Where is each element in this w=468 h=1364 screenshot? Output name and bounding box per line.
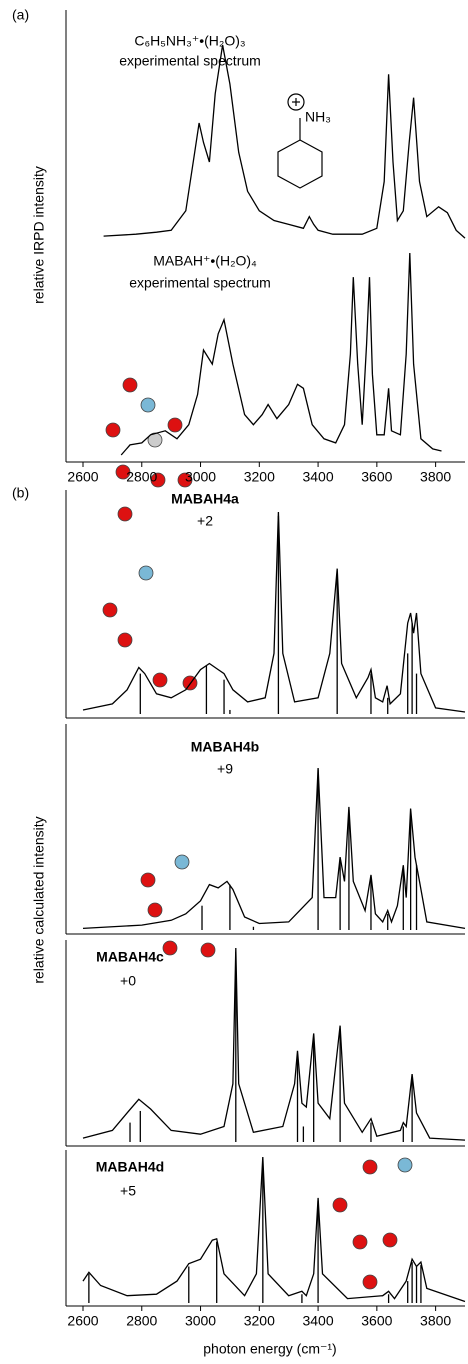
energy: +9 [217, 761, 233, 777]
atom [118, 633, 132, 647]
cluster-sketches [103, 378, 412, 1289]
panel-label: (a) [12, 7, 29, 23]
atom [353, 1235, 367, 1249]
x-tick-label: 2600 [67, 1313, 98, 1329]
annotation: MABAH⁺•(H₂O)₄ [153, 253, 257, 269]
atom [333, 1198, 347, 1212]
atom [103, 603, 117, 617]
atom [148, 903, 162, 917]
atom [141, 873, 155, 887]
x-tick-label: 2600 [67, 469, 98, 485]
x-tick-label: 3400 [302, 1313, 333, 1329]
spectrum [104, 45, 465, 238]
atom [168, 418, 182, 432]
atom [118, 507, 132, 521]
atom [139, 566, 153, 580]
annotation: NH₃ [305, 109, 331, 125]
atom [363, 1275, 377, 1289]
title: MABAH4c [96, 949, 164, 965]
atom [175, 855, 189, 869]
x-tick-label: 3000 [185, 469, 216, 485]
x-tick-label: 3400 [302, 469, 333, 485]
x-tick-label: 3000 [185, 1313, 216, 1329]
annotation: experimental spectrum [119, 53, 261, 69]
energy: +5 [120, 1183, 136, 1199]
x-axis-label: photon energy (cm⁻¹) [203, 1341, 336, 1357]
energy: +0 [120, 973, 136, 989]
energy: +2 [197, 513, 213, 529]
y-axis-label: relative IRPD intensity [31, 166, 47, 304]
y-axis-label: relative calculated intensity [31, 816, 47, 983]
title: MABAH4a [171, 491, 239, 507]
x-tick-label: 3800 [420, 1313, 451, 1329]
atom [123, 378, 137, 392]
panel-label: (b) [12, 485, 29, 501]
x-tick-label: 3200 [244, 469, 275, 485]
atom [201, 943, 215, 957]
atom [398, 1158, 412, 1172]
x-tick-label: 3600 [361, 1313, 392, 1329]
atom [163, 941, 177, 955]
title: MABAH4b [191, 739, 259, 755]
x-tick-label: 2800 [126, 1313, 157, 1329]
benzene-ring [278, 140, 322, 188]
x-tick-label: 3600 [361, 469, 392, 485]
atom [141, 398, 155, 412]
figure: relative IRPD intensity (a) C₆H₅NH₃⁺•(H₂O)… [0, 0, 468, 1364]
spectrum [83, 1157, 465, 1302]
annotation: C₆H₅NH₃⁺•(H₂O)₃ [134, 33, 245, 49]
atom [106, 423, 120, 437]
title: MABAH4d [96, 1159, 164, 1175]
atom [383, 1233, 397, 1247]
atom [363, 1160, 377, 1174]
atom [153, 673, 167, 687]
spectrum [83, 768, 465, 928]
x-tick-label: 3200 [244, 1313, 275, 1329]
annotation: experimental spectrum [129, 275, 271, 291]
x-tick-label: 3800 [420, 469, 451, 485]
x-tick-label: 2800 [126, 469, 157, 485]
